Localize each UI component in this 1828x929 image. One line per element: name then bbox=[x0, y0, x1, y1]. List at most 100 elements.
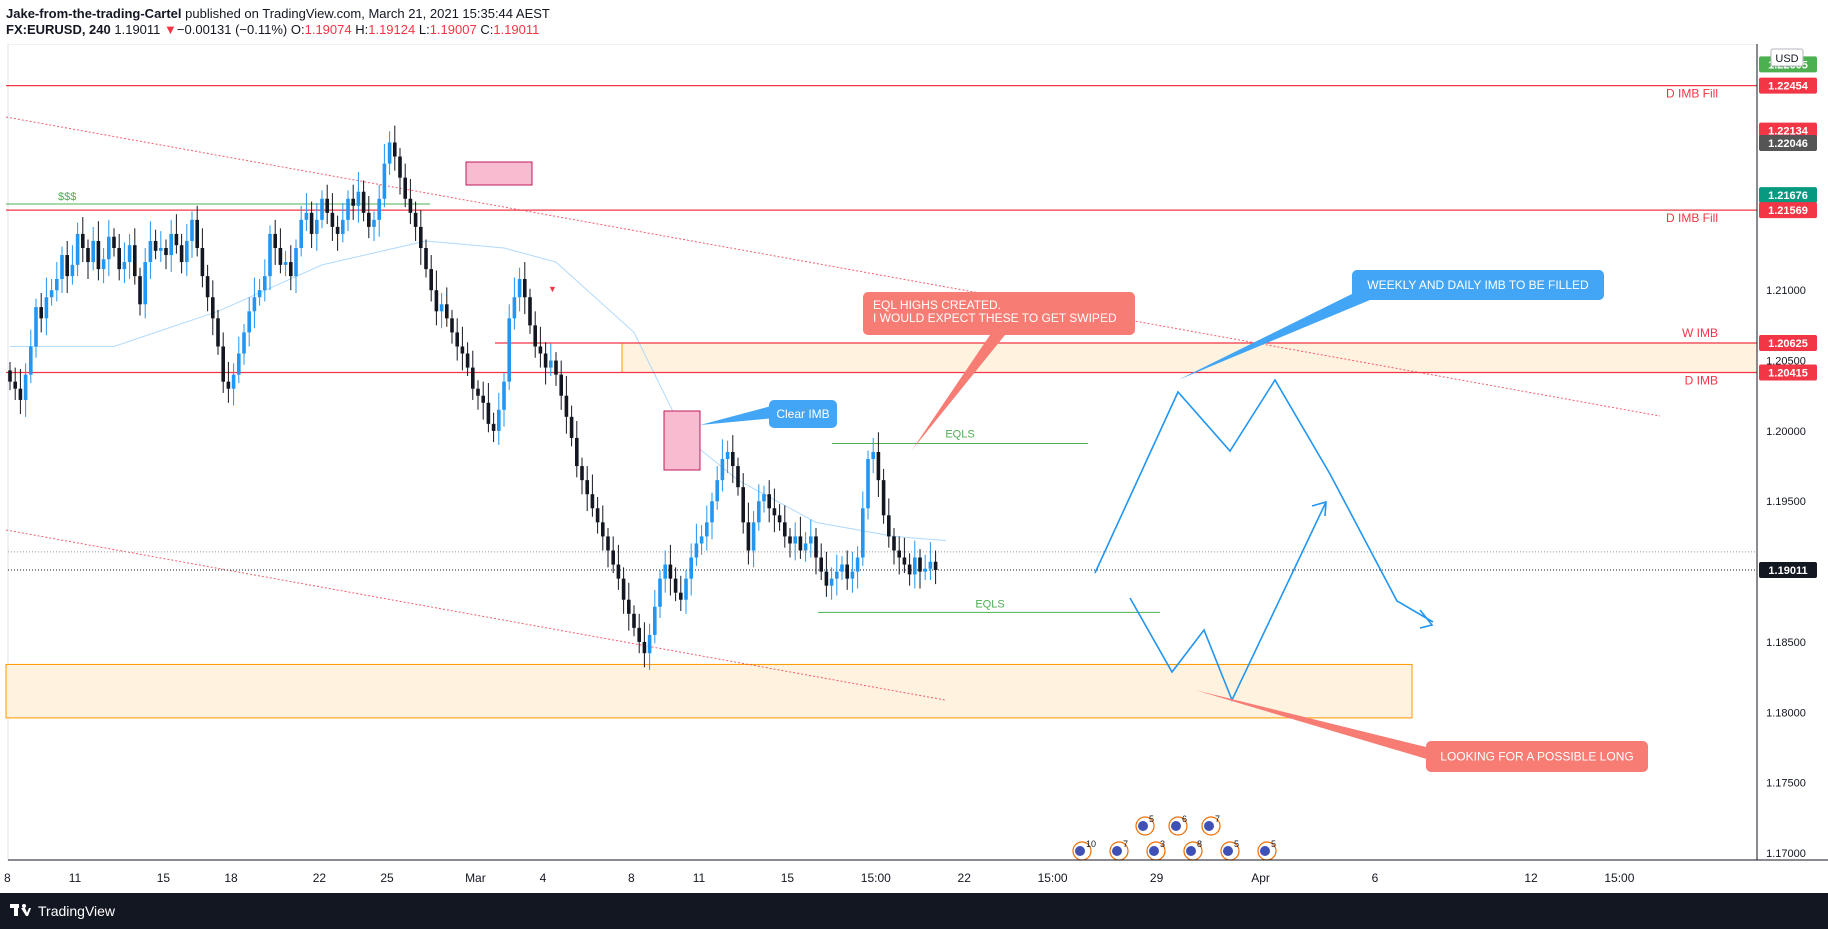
candle[interactable] bbox=[341, 202, 345, 243]
candle[interactable] bbox=[346, 190, 350, 232]
candle[interactable] bbox=[777, 504, 782, 531]
candle[interactable] bbox=[803, 532, 808, 562]
candle[interactable] bbox=[455, 318, 459, 361]
candle[interactable] bbox=[845, 550, 849, 590]
candle[interactable] bbox=[486, 383, 491, 433]
candle[interactable] bbox=[356, 172, 361, 223]
candle[interactable] bbox=[200, 228, 205, 288]
candle[interactable] bbox=[855, 546, 860, 589]
candle[interactable] bbox=[335, 215, 340, 251]
candle[interactable] bbox=[731, 435, 735, 483]
candle[interactable] bbox=[694, 523, 699, 566]
demand-zone[interactable] bbox=[5, 663, 1413, 719]
candle[interactable] bbox=[642, 622, 647, 668]
candle[interactable] bbox=[205, 264, 210, 312]
candle[interactable] bbox=[897, 536, 901, 575]
candle[interactable] bbox=[273, 219, 277, 265]
candle[interactable] bbox=[736, 457, 740, 496]
candle[interactable] bbox=[653, 589, 657, 644]
candle[interactable] bbox=[751, 511, 756, 568]
candle[interactable] bbox=[289, 245, 293, 291]
candle[interactable] bbox=[502, 373, 506, 427]
currency-badge[interactable] bbox=[1770, 48, 1804, 67]
projection-path-upper[interactable] bbox=[1094, 378, 1434, 623]
candle[interactable] bbox=[918, 549, 922, 589]
candle[interactable] bbox=[185, 224, 189, 277]
candle[interactable] bbox=[117, 233, 121, 281]
candle[interactable] bbox=[445, 287, 449, 327]
time-axis[interactable]: 8 11 15 18 22 25 Mar 4 8 11 15 15:00 22 15:00 29 Apr 6 12… bbox=[4, 859, 1828, 885]
candle[interactable] bbox=[699, 525, 704, 555]
candle[interactable] bbox=[419, 210, 423, 265]
candle[interactable] bbox=[866, 450, 870, 520]
candle[interactable] bbox=[913, 540, 917, 589]
candle[interactable] bbox=[377, 184, 381, 237]
candle[interactable] bbox=[268, 225, 272, 291]
event-marker-bottom[interactable]: 5 bbox=[1220, 839, 1240, 861]
candle[interactable] bbox=[367, 195, 371, 239]
candle[interactable] bbox=[772, 488, 777, 533]
weekly-imb-zone[interactable] bbox=[621, 342, 1758, 374]
candle[interactable] bbox=[517, 267, 522, 312]
imbalance-box-top[interactable] bbox=[465, 161, 533, 186]
candle[interactable] bbox=[127, 233, 132, 279]
candle[interactable] bbox=[835, 554, 839, 596]
candle[interactable] bbox=[138, 267, 142, 316]
candle[interactable] bbox=[887, 498, 891, 548]
candle[interactable] bbox=[164, 239, 168, 270]
candle[interactable] bbox=[601, 505, 605, 551]
candle[interactable] bbox=[741, 473, 745, 534]
candle[interactable] bbox=[824, 551, 829, 597]
candle[interactable] bbox=[179, 233, 184, 274]
candle[interactable] bbox=[29, 329, 33, 384]
projection-arrow-lower[interactable] bbox=[1311, 500, 1327, 517]
candle[interactable] bbox=[595, 497, 600, 534]
candle[interactable] bbox=[512, 277, 517, 330]
lower-trendline[interactable] bbox=[5, 529, 946, 701]
candle[interactable] bbox=[372, 211, 376, 241]
imbalance-box-clear[interactable] bbox=[663, 410, 701, 471]
candle[interactable] bbox=[315, 202, 319, 251]
candle[interactable] bbox=[725, 440, 730, 474]
candle[interactable] bbox=[450, 309, 454, 344]
candle[interactable] bbox=[190, 211, 194, 258]
candle[interactable] bbox=[403, 163, 407, 208]
candle[interactable] bbox=[621, 567, 626, 614]
candle[interactable] bbox=[814, 527, 818, 575]
candle[interactable] bbox=[611, 536, 615, 573]
symbol-label[interactable]: FX:EURUSD, 240 bbox=[6, 22, 111, 37]
candle[interactable] bbox=[585, 466, 589, 512]
candle[interactable] bbox=[351, 184, 355, 220]
candle[interactable] bbox=[559, 360, 563, 410]
candle[interactable] bbox=[658, 570, 662, 619]
candle[interactable] bbox=[361, 180, 366, 222]
projection-arrow-upper[interactable] bbox=[1419, 609, 1434, 629]
candle[interactable] bbox=[632, 605, 636, 637]
candle[interactable] bbox=[13, 367, 17, 400]
candle[interactable] bbox=[237, 336, 241, 384]
candle[interactable] bbox=[876, 432, 881, 498]
candle[interactable] bbox=[91, 226, 95, 271]
event-marker-bottom[interactable]: 3 bbox=[1146, 839, 1166, 861]
upper-trendline[interactable] bbox=[5, 116, 1661, 417]
candle[interactable] bbox=[564, 376, 569, 434]
candle[interactable] bbox=[907, 553, 912, 586]
candle[interactable] bbox=[231, 363, 236, 406]
candle[interactable] bbox=[861, 491, 865, 566]
callout-weekly-daily[interactable]: WEEKLY AND DAILY IMB TO BE FILLED bbox=[1178, 270, 1604, 380]
candle[interactable] bbox=[762, 485, 766, 513]
candle[interactable] bbox=[637, 613, 641, 654]
candle[interactable] bbox=[538, 326, 543, 368]
candle[interactable] bbox=[174, 214, 179, 254]
candle[interactable] bbox=[788, 527, 792, 558]
candle[interactable] bbox=[252, 277, 257, 329]
candle[interactable] bbox=[497, 392, 501, 445]
candle[interactable] bbox=[133, 228, 137, 285]
candle[interactable] bbox=[81, 217, 85, 263]
candle[interactable] bbox=[819, 543, 823, 581]
candle[interactable] bbox=[767, 480, 771, 523]
candle[interactable] bbox=[460, 326, 465, 371]
candle[interactable] bbox=[575, 421, 579, 478]
candle[interactable] bbox=[829, 567, 834, 600]
